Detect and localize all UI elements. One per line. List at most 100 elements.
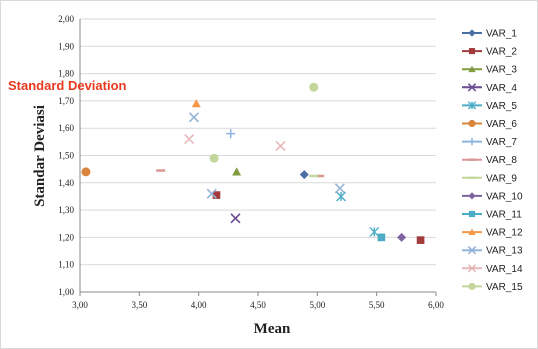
legend-marker [467, 246, 477, 255]
series-var-5 [336, 191, 380, 237]
series-var-7 [226, 129, 236, 139]
legend-label: VAR_11 [486, 210, 522, 221]
legend-label: VAR_13 [486, 246, 523, 257]
legend-item: VAR_1 [462, 29, 517, 40]
data-point [377, 233, 386, 242]
y-axis-title: Standar Deviasi [32, 105, 48, 207]
data-point [369, 226, 380, 237]
data-point [275, 140, 286, 152]
y-tick-label: 1,00 [58, 287, 74, 297]
legend-marker [468, 119, 476, 128]
legend-marker [468, 48, 476, 55]
legend-label: VAR_10 [486, 191, 523, 202]
overlay-label: Standard Deviation [8, 78, 127, 93]
data-point [188, 112, 199, 123]
legend-label: VAR_9 [486, 173, 517, 184]
legend-item: VAR_3 [462, 65, 517, 76]
series-var-6 [81, 167, 91, 177]
data-point [184, 134, 195, 145]
legend-item: VAR_4 [462, 83, 517, 94]
x-tick-label: 4,00 [191, 300, 207, 310]
y-tick-label: 1,90 [58, 41, 74, 51]
gridlines [79, 18, 437, 296]
data-point [309, 82, 319, 92]
y-tick-label: 2,00 [58, 14, 74, 24]
series-var-4 [230, 213, 241, 224]
legend-label: VAR_4 [486, 83, 517, 94]
legend-item: VAR_9 [462, 173, 517, 184]
legend-item: VAR_10 [462, 191, 523, 202]
y-tick-label: 1,80 [58, 69, 74, 79]
series-var-14 [184, 134, 286, 152]
series-var-1 [299, 170, 309, 180]
series-var-10 [397, 232, 407, 242]
legend-item: VAR_14 [462, 264, 523, 275]
legend-label: VAR_8 [486, 155, 517, 166]
x-axis-title: Mean [254, 321, 291, 337]
y-tick-labels: 1,00 1,10 1,20 1,30 1,40 1,50 1,60 1,70 1,80 1,90… [58, 14, 74, 297]
x-tick-label: 3,00 [72, 300, 88, 310]
legend-marker [468, 210, 476, 218]
legend-item: VAR_8 [462, 155, 517, 166]
data-point [416, 236, 425, 244]
series-var-3 [232, 167, 242, 176]
legend-marker [468, 138, 476, 146]
data-point [230, 213, 241, 224]
x-tick-label: 5,50 [369, 300, 385, 310]
legend-item: VAR_13 [462, 246, 523, 257]
legend-item: VAR_2 [462, 47, 517, 58]
legend-item: VAR_11 [462, 210, 522, 221]
legend-item: VAR_15 [462, 282, 523, 293]
data-point [232, 167, 242, 176]
data-point [206, 188, 217, 199]
y-tick-label: 1,10 [58, 260, 74, 270]
legend-label: VAR_3 [486, 65, 517, 76]
series-var-2 [212, 191, 425, 244]
legend-label: VAR_12 [486, 228, 523, 239]
x-tick-label: 5,00 [309, 300, 325, 310]
legend-label: VAR_14 [486, 264, 523, 275]
legend-item: VAR_12 [462, 228, 523, 239]
legend-item: VAR_5 [462, 101, 517, 112]
data-point [336, 191, 347, 202]
legend-marker [468, 192, 476, 200]
series-var-12 [191, 99, 201, 108]
data-point [334, 183, 345, 194]
y-tick-label: 1,30 [58, 205, 74, 215]
x-tick-label: 3,50 [131, 300, 147, 310]
legend-marker [467, 101, 477, 110]
x-tick-labels: 3,00 3,50 4,00 4,50 5,00 5,50 6,00 [72, 300, 444, 310]
data-point [226, 129, 236, 139]
legend-marker [467, 264, 477, 273]
series-var-15 [209, 82, 319, 163]
series-var-11 [377, 233, 386, 242]
legend: VAR_1 VAR_2 VAR_3 VAR_4 VAR_5 VAR_6 VAR_7 VAR_8… [462, 29, 523, 293]
legend-marker [468, 29, 476, 37]
legend-label: VAR_7 [486, 137, 517, 148]
data-point [299, 170, 309, 180]
legend-marker [468, 65, 476, 73]
y-tick-label: 1,20 [58, 232, 74, 242]
legend-label: VAR_15 [486, 282, 523, 293]
data-point [81, 167, 91, 177]
data-points [81, 82, 425, 244]
legend-label: VAR_2 [486, 47, 517, 58]
data-point [212, 191, 221, 199]
legend-marker [468, 228, 476, 235]
x-tick-label: 6,00 [428, 300, 444, 310]
y-tick-label: 1,60 [58, 123, 74, 133]
series-var-13 [188, 112, 345, 199]
data-point [209, 153, 219, 163]
legend-marker [467, 83, 477, 92]
legend-marker [468, 282, 476, 290]
legend-label: VAR_5 [486, 101, 517, 112]
y-tick-label: 1,40 [58, 178, 74, 188]
y-tick-label: 1,70 [58, 96, 74, 106]
x-tick-label: 4,50 [250, 300, 266, 310]
legend-item: VAR_7 [462, 137, 517, 148]
legend-item: VAR_6 [462, 119, 517, 130]
data-point [397, 232, 407, 242]
legend-label: VAR_1 [486, 29, 517, 40]
